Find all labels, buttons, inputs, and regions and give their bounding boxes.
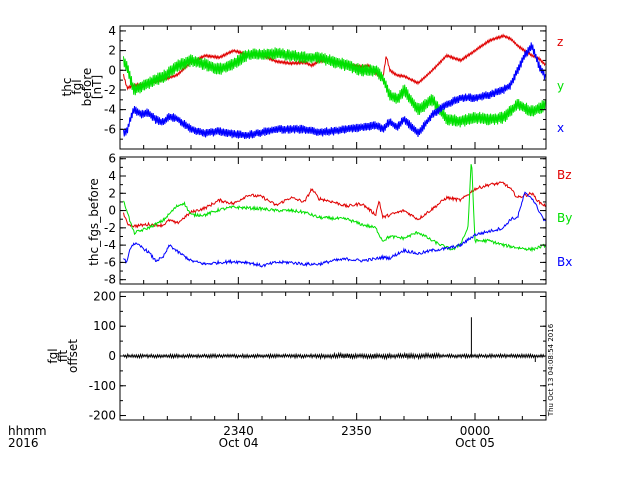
y-axis-label-line-4: [nT] — [90, 75, 104, 99]
legend-y: y — [557, 79, 564, 93]
x-corner-label-bottom: 2016 — [8, 436, 39, 450]
x-tick-label-date: Oct 04 — [219, 436, 259, 450]
y-tick-label: 100 — [93, 319, 116, 333]
y-axis-label: fgl fit offset — [46, 339, 80, 373]
legend-z: z — [557, 35, 563, 49]
y-tick-label: 0 — [108, 349, 116, 363]
y-tick-label: -4 — [104, 238, 116, 252]
x-tick-label-time: 0000 — [460, 424, 491, 438]
x-tick-label-time: 2350 — [341, 424, 372, 438]
y-tick-label: -4 — [104, 103, 116, 117]
panel-fgl-before: -6 -4 -2 0 2 4 thc fgl before [nT] z y x — [60, 24, 564, 150]
y-tick-label: -2 — [104, 83, 116, 97]
x-tick-label-date: Oct 05 — [455, 436, 495, 450]
series-by-line — [123, 164, 546, 253]
panel-fit-offset: -200 -100 0 100 200 fgl fit offset Thu Oct 1… — [46, 289, 555, 422]
y-tick-label: 6 — [108, 152, 116, 166]
y-axis-label-line-1: thc — [60, 78, 74, 97]
legend-bx: Bx — [557, 255, 572, 269]
series-bz-line — [123, 181, 546, 229]
y-tick-label: 0 — [108, 204, 116, 218]
y-tick-label: -2 — [104, 221, 116, 235]
panel-fgs-before: -8 -6 -4 -2 0 2 4 6 thc_fgs_before Bz By Bx — [87, 152, 572, 287]
series-offset-line — [123, 317, 545, 362]
y-axis-label: thc_fgs_before — [87, 178, 101, 266]
panel-frame — [119, 156, 547, 285]
y-axis-label-line-3: before — [80, 68, 94, 107]
y-tick-label: -200 — [89, 409, 116, 423]
y-tick-label: 4 — [108, 24, 116, 38]
y-tick-label: 4 — [108, 169, 116, 183]
series-x-line — [123, 42, 546, 140]
legend-bz: Bz — [557, 168, 572, 182]
legend-x: x — [557, 121, 564, 135]
y-tick-label: 2 — [108, 186, 116, 200]
y-axis-label-line-2: fit — [56, 350, 70, 363]
y-tick-label: -8 — [104, 273, 116, 287]
legend-by: By — [557, 211, 572, 225]
y-tick-label: 2 — [108, 44, 116, 58]
y-tick-label: 200 — [93, 289, 116, 303]
y-axis-label: thc fgl before [nT] — [60, 68, 104, 107]
y-tick-label: 0 — [108, 63, 116, 77]
y-axis-label-line-3: offset — [66, 339, 80, 373]
timestamp: Thu Oct 13 04:08:54 2016 — [547, 323, 555, 417]
series-y-line — [123, 47, 546, 128]
x-corner-label-top: hhmm — [8, 424, 47, 438]
y-axis-label-line-2: fgl — [70, 79, 84, 94]
y-axis-label-line-1: fgl — [46, 348, 60, 363]
y-tick-label: -6 — [104, 255, 116, 269]
y-tick-label: -6 — [104, 122, 116, 136]
y-tick-label: -100 — [89, 379, 116, 393]
x-tick-label-time: 2340 — [223, 424, 254, 438]
series-bx-line — [123, 191, 546, 268]
